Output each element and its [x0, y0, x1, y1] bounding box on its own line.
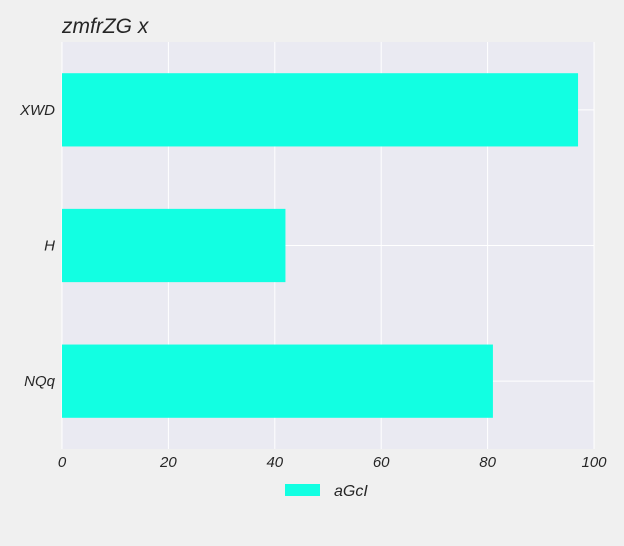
x-tick-label-3: 60	[373, 454, 390, 471]
bar-h[interactable]	[62, 208, 286, 283]
chart-title: zmfrZG x	[61, 15, 150, 38]
legend[interactable]: aGcI	[285, 483, 368, 500]
legend-label: aGcI	[334, 483, 368, 500]
x-tick-label-0: 0	[58, 454, 67, 471]
bar-xwd[interactable]	[62, 73, 579, 147]
bar-nqq[interactable]	[62, 344, 493, 418]
x-tick-label-4: 80	[479, 454, 496, 471]
y-tick-label-2: NQq	[24, 373, 56, 390]
y-tick-labels: XWD H NQq	[19, 102, 56, 390]
bars	[62, 73, 579, 418]
y-tick-label-1: H	[44, 238, 55, 255]
x-tick-label-5: 100	[581, 454, 607, 471]
x-tick-labels: 0 20 40 60 80 100	[58, 454, 607, 471]
y-tick-label-0: XWD	[19, 102, 55, 119]
x-tick-label-2: 40	[266, 454, 283, 471]
legend-swatch	[285, 484, 320, 496]
x-tick-label-1: 20	[159, 454, 177, 471]
